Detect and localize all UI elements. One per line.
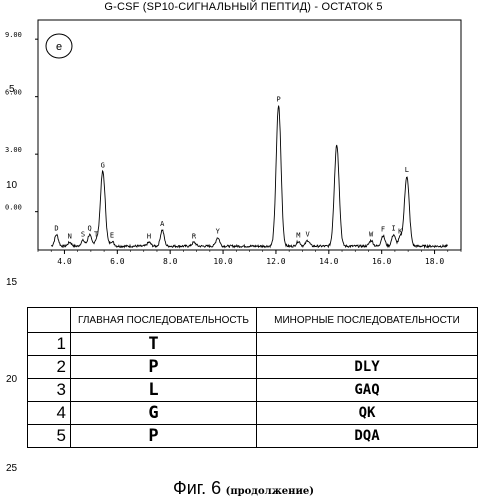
table-row: 4 G QK bbox=[27, 401, 478, 425]
minor-residues: DLY bbox=[256, 355, 478, 379]
main-residue: L bbox=[70, 378, 257, 402]
peak-label-s: S bbox=[81, 230, 85, 238]
table-row: 1 T bbox=[27, 332, 478, 356]
x-tick-label: 10.0 bbox=[213, 257, 232, 266]
x-tick-label: 6.0 bbox=[110, 257, 125, 266]
main-residue: T bbox=[70, 332, 257, 356]
panel-label: e bbox=[56, 41, 62, 53]
peak-label-y: Y bbox=[216, 228, 221, 236]
peak-label-h: H bbox=[147, 232, 151, 240]
peak-label-r: R bbox=[192, 232, 197, 240]
x-tick-label: 16.0 bbox=[372, 257, 391, 266]
figure-caption: Фиг. 6 (продолжение) bbox=[0, 478, 487, 499]
peak-label-p: P bbox=[276, 95, 280, 103]
chart-title: G-CSF (SP10-СИГНАЛЬНЫЙ ПЕПТИД) - ОСТАТОК… bbox=[104, 1, 383, 13]
table-row: 5 P DQA bbox=[27, 424, 478, 448]
line-number-15: 15 bbox=[6, 277, 18, 288]
line-number-25: 25 bbox=[6, 463, 18, 474]
header-main-sequence: ГЛАВНАЯ ПОСЛЕДОВАТЕЛЬНОСТЬ bbox=[70, 307, 257, 333]
minor-residues bbox=[256, 332, 478, 356]
line-number-20: 20 bbox=[6, 374, 18, 385]
row-number: 1 bbox=[27, 332, 71, 356]
peak-label-a: A bbox=[160, 220, 165, 228]
peak-label-e: E bbox=[110, 231, 114, 239]
x-tick-label: 12.0 bbox=[266, 257, 285, 266]
minor-residues: QK bbox=[256, 401, 478, 425]
plot-frame bbox=[37, 19, 462, 251]
line-number-5: 5 bbox=[9, 84, 15, 95]
x-tick-label: 8.0 bbox=[163, 257, 178, 266]
peak-label-f: F bbox=[381, 226, 385, 234]
row-number: 4 bbox=[27, 401, 71, 425]
x-tick-label: 4.0 bbox=[57, 257, 72, 266]
figure-number: Фиг. 6 bbox=[173, 478, 222, 498]
peak-label-v: V bbox=[306, 230, 311, 238]
peak-label-m: M bbox=[296, 231, 300, 239]
peak-label-t: T bbox=[94, 230, 99, 238]
main-residue: G bbox=[70, 401, 257, 425]
y-tick-label: 3.00 bbox=[5, 146, 22, 154]
header-minor-sequences: МИНОРНЫЕ ПОСЛЕДОВАТЕЛЬНОСТИ bbox=[256, 307, 478, 333]
peak-label-g: G bbox=[101, 161, 105, 169]
figure-continued-note: (продолжение) bbox=[225, 486, 314, 497]
peak-label-i: I bbox=[391, 225, 395, 233]
table-row: 3 L GAQ bbox=[27, 378, 478, 402]
y-tick-label: 9.00 bbox=[5, 31, 22, 39]
peak-label-q: Q bbox=[87, 225, 91, 233]
x-tick-label: 18.0 bbox=[425, 257, 444, 266]
y-tick-label: 0.00 bbox=[5, 204, 22, 212]
x-tick-label: 14.0 bbox=[319, 257, 338, 266]
minor-residues: DQA bbox=[256, 424, 478, 448]
y-tick-label: 6.00 bbox=[5, 89, 22, 97]
chromatogram-chart: e 4.0 6.0 8.0 10.0 12.0 14.0 16.0 18.0 0.00 3.00 6… bbox=[5, 19, 462, 266]
peak-label-k: K bbox=[398, 228, 403, 236]
row-number: 3 bbox=[27, 378, 71, 402]
main-residue: P bbox=[70, 424, 257, 448]
peak-label-w: W bbox=[369, 230, 374, 238]
row-number: 5 bbox=[27, 424, 71, 448]
chromatogram-trace bbox=[50, 105, 448, 249]
minor-residues: GAQ bbox=[256, 378, 478, 402]
peak-label-l: L bbox=[405, 166, 409, 174]
sequence-table: ГЛАВНАЯ ПОСЛЕДОВАТЕЛЬНОСТЬ МИНОРНЫЕ ПОСЛ… bbox=[27, 307, 478, 448]
table-header-row: ГЛАВНАЯ ПОСЛЕДОВАТЕЛЬНОСТЬ МИНОРНЫЕ ПОСЛ… bbox=[27, 307, 478, 333]
line-number-10: 10 bbox=[6, 180, 18, 191]
row-number: 2 bbox=[27, 355, 71, 379]
panel-label-circle bbox=[45, 33, 73, 59]
peak-label-d: D bbox=[54, 225, 58, 233]
table-row: 2 P DLY bbox=[27, 355, 478, 379]
peak-label-n: N bbox=[68, 232, 72, 240]
header-num-cell bbox=[27, 307, 71, 333]
main-residue: P bbox=[70, 355, 257, 379]
